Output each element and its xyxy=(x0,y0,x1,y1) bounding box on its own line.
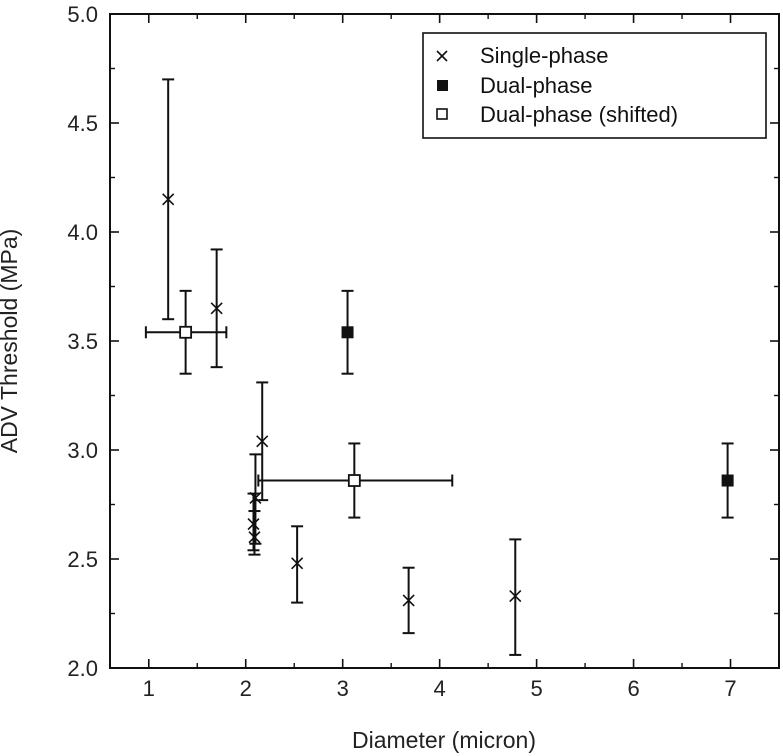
legend: Single-phase Dual-phase Dual-phase (shif… xyxy=(422,32,767,139)
data-series xyxy=(144,78,734,656)
x-marker xyxy=(248,531,261,544)
legend-label-dual-phase-shifted: Dual-phase (shifted) xyxy=(480,102,678,127)
data-point-single-phase xyxy=(248,510,261,556)
open-square-marker xyxy=(179,325,193,339)
y-tick-label: 4.0 xyxy=(67,220,98,245)
x-tick-label: 7 xyxy=(724,676,736,701)
x-marker xyxy=(509,589,522,603)
series-dual-phase-shifted xyxy=(144,289,454,519)
x-axis-title: Diameter (micron) xyxy=(352,727,536,753)
data-point-single-phase xyxy=(291,525,304,604)
y-tick-label: 2.5 xyxy=(67,547,98,572)
data-point-single-phase xyxy=(162,78,175,321)
filled-square-marker xyxy=(341,326,354,339)
y-tick-label: 3.0 xyxy=(67,438,98,463)
x-tick-label: 3 xyxy=(337,676,349,701)
x-axis: 1 2 3 4 5 6 7 xyxy=(143,14,780,701)
legend-box xyxy=(422,32,767,139)
x-tick-label: 1 xyxy=(143,676,155,701)
y-tick-label: 3.5 xyxy=(67,329,98,354)
filled-square-marker xyxy=(721,474,734,487)
data-point-dual-phase-shifted xyxy=(144,289,228,375)
x-tick-label: 2 xyxy=(240,676,252,701)
legend-x-marker-icon xyxy=(436,50,448,62)
x-tick-label: 5 xyxy=(530,676,542,701)
data-point-single-phase xyxy=(509,538,522,656)
x-tick-label: 6 xyxy=(627,676,639,701)
open-square-marker xyxy=(347,474,361,487)
legend-label-dual-phase: Dual-phase xyxy=(480,73,593,98)
x-tick-label: 4 xyxy=(434,676,446,701)
data-point-single-phase xyxy=(402,566,415,635)
y-axis: 2.0 2.5 3.0 3.5 4.0 4.5 5.0 xyxy=(67,2,779,681)
x-marker xyxy=(402,594,415,607)
x-marker xyxy=(256,435,269,448)
y-tick-label: 4.5 xyxy=(67,111,98,136)
legend-open-square-icon xyxy=(436,108,448,120)
y-tick-label: 5.0 xyxy=(67,2,98,27)
x-marker xyxy=(162,193,175,206)
series-single-phase xyxy=(162,78,522,656)
data-point-dual-phase xyxy=(721,442,734,519)
legend-label-single-phase: Single-phase xyxy=(480,43,608,68)
y-axis-title: ADV Threshold (MPa) xyxy=(0,229,22,454)
series-dual-phase xyxy=(341,289,734,519)
legend-filled-square-icon xyxy=(437,80,448,91)
data-point-single-phase xyxy=(210,248,223,369)
data-point-dual-phase xyxy=(341,289,354,375)
x-marker xyxy=(210,302,223,315)
data-point-dual-phase-shifted xyxy=(257,442,454,519)
x-marker xyxy=(291,557,304,570)
y-tick-label: 2.0 xyxy=(67,656,98,681)
